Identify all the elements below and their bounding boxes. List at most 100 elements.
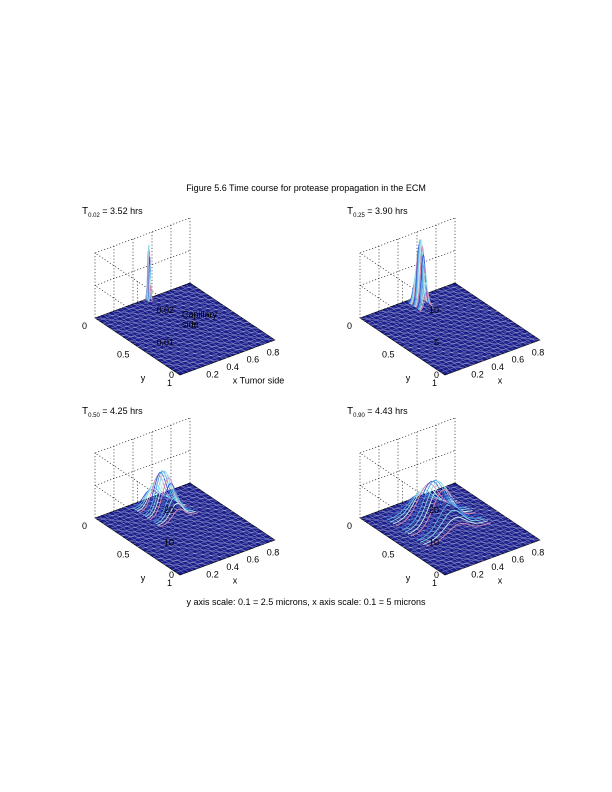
stripe-line: [132, 303, 242, 318]
mesh-line: [416, 297, 502, 355]
x-tick-label: 0.8: [267, 347, 280, 357]
mesh-line: [417, 321, 514, 358]
z-tick-label: 0: [169, 570, 174, 580]
surface-mesh: [363, 284, 537, 374]
plot-title: T0.02 = 3.52 hrs: [82, 206, 143, 219]
stripe-line: [368, 323, 531, 344]
mesh-line: [176, 487, 263, 545]
x-tick-label: 0.6: [247, 355, 260, 365]
grid-line: [94, 417, 191, 511]
peak-ridge: [416, 253, 431, 309]
stripe-line: [180, 486, 199, 490]
plot-title-symbol: T: [82, 406, 89, 417]
mesh-line: [406, 513, 502, 550]
stripe-line: [161, 293, 216, 301]
stripe-line: [445, 286, 464, 290]
mesh-line: [414, 519, 510, 555]
mesh-line: [429, 329, 525, 365]
mesh-line: [168, 532, 264, 568]
mesh-line: [450, 484, 536, 542]
mesh-line: [149, 319, 245, 355]
stripe-line: [410, 551, 484, 562]
x-tick-label: 0.8: [267, 547, 280, 557]
stripe-line: [170, 489, 208, 495]
grid-line: [359, 217, 456, 311]
stripe-line: [446, 276, 465, 280]
stripe-line: [385, 334, 512, 351]
x-tick-label: 0.2: [206, 370, 219, 380]
mesh-line: [152, 521, 249, 558]
mesh-line: [437, 289, 523, 347]
mesh-line: [421, 324, 517, 360]
mesh-line: [159, 293, 245, 352]
mesh-line: [446, 485, 532, 544]
stripe-line: [426, 293, 481, 301]
plot-title: T0.50 = 4.25 hrs: [82, 406, 143, 419]
x-axis-label: x: [498, 575, 503, 585]
grid-line: [94, 217, 191, 311]
plot-title-value: = 3.52 hrs: [99, 206, 143, 216]
z-tick-label: 0: [434, 570, 439, 580]
mesh-line: [410, 316, 506, 352]
mesh-line: [145, 316, 241, 352]
mesh-line: [429, 529, 525, 565]
stripe-line: [123, 507, 250, 524]
plot-title-value: = 4.43 hrs: [364, 406, 408, 416]
mesh-line: [137, 511, 233, 547]
plot-title-subscript: 0.90: [353, 412, 365, 419]
peak-ridge: [157, 502, 196, 526]
stripe-line: [113, 310, 259, 329]
mesh-line: [441, 287, 528, 345]
surface-peak: [383, 479, 491, 547]
surface-peak: [130, 470, 198, 528]
mesh-line: [159, 493, 245, 552]
plot-title-symbol: T: [82, 206, 89, 217]
stripe-line: [154, 557, 209, 565]
stripe-line: [410, 351, 484, 362]
stripe-line: [103, 323, 266, 344]
stripe-line: [369, 514, 532, 535]
stripe-line: [419, 357, 474, 365]
mesh-line: [424, 493, 510, 552]
mesh-line: [172, 289, 258, 347]
figure-title: Figure 5.6 Time course for protease prop…: [186, 183, 426, 193]
stripe-line: [113, 510, 259, 529]
mesh-line: [145, 516, 241, 552]
plot-title: T0.90 = 4.43 hrs: [347, 406, 408, 419]
plot-title-value: = 3.90 hrs: [364, 206, 408, 216]
peak-ridge: [415, 245, 430, 309]
stripe-line: [369, 314, 532, 335]
surface-plot-svg: 0 0.01 0.02 0 0.5 1 0.2 0.4 0.6 0.8 y x Tumor side C…: [82, 217, 284, 388]
stripe-line: [123, 307, 250, 324]
mesh-line: [406, 313, 502, 350]
mesh-line: [137, 311, 233, 347]
grid-line: [359, 417, 456, 511]
stripe-line: [435, 289, 473, 295]
mesh-line: [433, 532, 529, 568]
x-tick-label: 0.4: [491, 362, 504, 372]
mesh-line: [411, 498, 497, 557]
y-tick-label: 0.5: [117, 350, 130, 360]
mesh-line: [156, 524, 252, 560]
stripe-line: [402, 346, 493, 358]
x-tick-label: 0.6: [512, 355, 525, 365]
stripe-line: [145, 351, 219, 362]
y-tick-label: 0.5: [382, 550, 395, 560]
z-tick-label: 10: [429, 538, 439, 548]
stripe-line: [181, 276, 200, 280]
x-tick-label: 0.8: [532, 347, 545, 357]
mesh-line: [151, 297, 237, 355]
plot-title-symbol: T: [347, 206, 354, 217]
peak-ridge: [159, 508, 198, 528]
mesh-line: [160, 526, 256, 563]
mesh-line: [428, 292, 515, 350]
surface-stripes: [359, 276, 541, 369]
stripe-line: [137, 546, 228, 558]
mesh-line: [416, 497, 502, 555]
mesh-line: [168, 332, 264, 368]
stripe-line: [137, 346, 228, 358]
stripe-line: [151, 296, 225, 307]
x-axis-label: x: [498, 375, 503, 385]
stripe-line: [426, 493, 481, 501]
z-tick-label: 0: [434, 370, 439, 380]
